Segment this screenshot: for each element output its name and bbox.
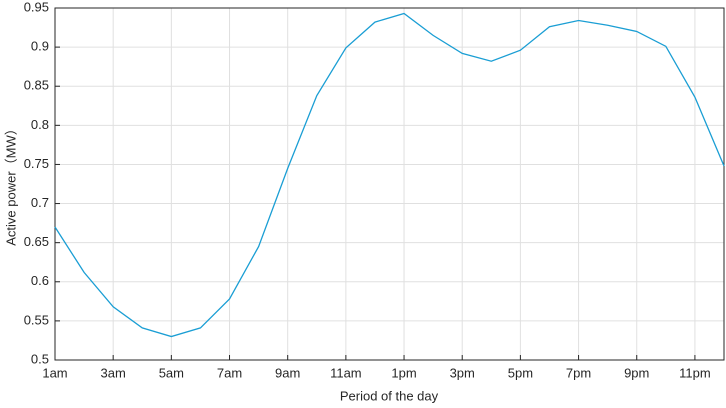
plot-area (55, 8, 724, 360)
x-tick-label: 3pm (450, 365, 475, 380)
y-tick-label: 0.7 (31, 195, 49, 210)
y-tick-label: 0.5 (31, 351, 49, 366)
x-axis-label: Period of the day (340, 388, 439, 403)
y-tick-label: 0.95 (24, 0, 49, 14)
x-tick-label: 7am (217, 365, 242, 380)
y-tick-label: 0.6 (31, 273, 49, 288)
x-tick-label: 7pm (566, 365, 591, 380)
line (54, 12, 725, 338)
x-tick-label: 5am (159, 365, 184, 380)
y-tick-label: 0.8 (31, 117, 49, 132)
y-axis-label: Active power（MW） (3, 122, 18, 246)
x-tick-label: 1am (42, 365, 67, 380)
x-tick-label: 5pm (508, 365, 533, 380)
x-tick-label: 1pm (391, 365, 416, 380)
axes-box (54, 7, 725, 361)
y-tick-label: 0.55 (24, 312, 49, 327)
x-tick-label: 11am (330, 365, 362, 380)
x-tick-label: 9am (275, 365, 300, 380)
y-tick-label: 0.9 (31, 39, 49, 54)
y-tick-label: 0.75 (24, 156, 49, 171)
x-tick-label: 3am (101, 365, 126, 380)
y-tick-label: 0.85 (24, 78, 49, 93)
x-tick-label: 9pm (624, 365, 649, 380)
x-tick-label: 11pm (679, 365, 711, 380)
y-tick-label: 0.65 (24, 234, 49, 249)
